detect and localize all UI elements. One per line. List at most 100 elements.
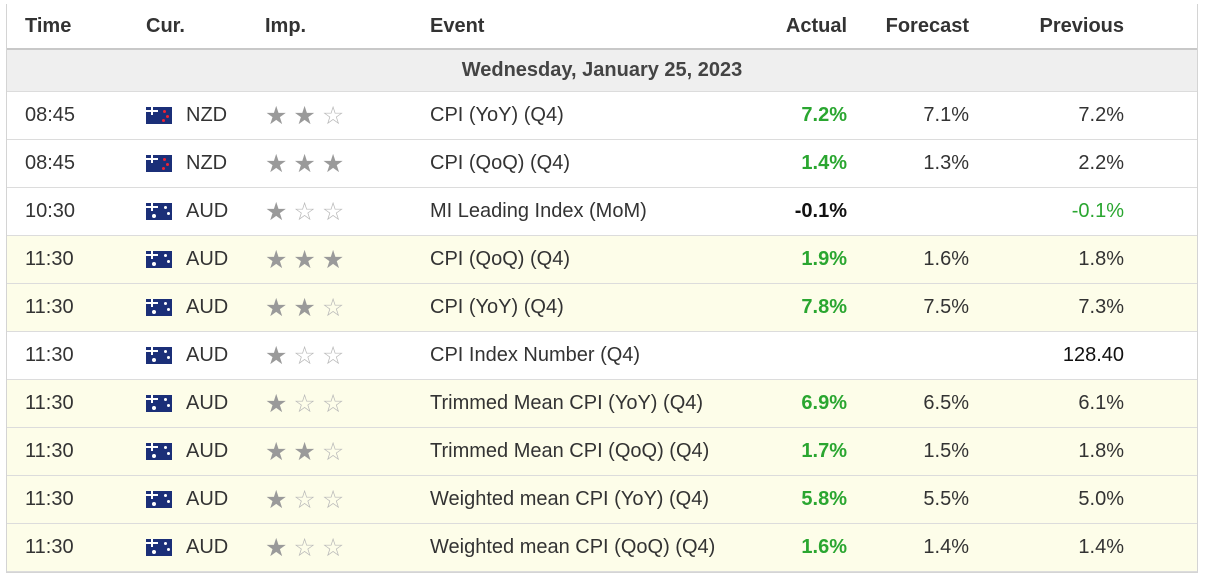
table-row[interactable]: 11:30 AUD ★ ☆ ☆ CPI Index Number (Q4) 128.40 <box>7 332 1197 380</box>
star-empty-icon: ☆ <box>321 437 345 466</box>
forecast-value: 1.3% <box>923 152 969 174</box>
previous-value: 1.4% <box>1078 536 1124 558</box>
australia-flag-icon <box>146 539 172 556</box>
star-empty-icon: ☆ <box>321 389 345 418</box>
table-row[interactable]: 11:30 AUD ★ ★ ☆ Trimmed Mean CPI (QoQ) (Q4) 1.… <box>7 428 1197 476</box>
previous-value: 6.1% <box>1078 392 1124 414</box>
header-event[interactable]: Event <box>430 14 485 37</box>
event-time: 10:30 <box>25 200 76 222</box>
star-empty-icon: ☆ <box>293 341 316 370</box>
australia-flag-icon <box>146 299 172 316</box>
header-currency[interactable]: Cur. <box>146 14 185 37</box>
table-header: Time Cur. Imp. Event Actual Forecast Pre… <box>7 4 1197 50</box>
previous-value: 7.2% <box>1078 104 1124 126</box>
star-empty-icon: ☆ <box>293 485 316 514</box>
importance-rating: ★ ★ ★ <box>265 247 350 272</box>
event-time: 11:30 <box>25 440 74 462</box>
new-zealand-flag-icon <box>146 107 172 124</box>
header-time[interactable]: Time <box>25 14 72 37</box>
previous-value: -0.1% <box>1071 200 1124 222</box>
currency-code: NZD <box>186 104 228 126</box>
event-name[interactable]: Trimmed Mean CPI (QoQ) (Q4) <box>430 440 710 462</box>
australia-flag-icon <box>146 347 172 364</box>
forecast-value: 7.1% <box>923 104 969 126</box>
event-name[interactable]: Weighted mean CPI (YoY) (Q4) <box>430 488 710 510</box>
new-zealand-flag-icon <box>146 155 172 172</box>
importance-rating: ★ ☆ ☆ <box>265 535 350 560</box>
header-previous[interactable]: Previous <box>1039 14 1124 37</box>
event-name[interactable]: CPI (YoY) (Q4) <box>430 296 564 318</box>
previous-value: 5.0% <box>1078 488 1124 510</box>
australia-flag-icon <box>146 251 172 268</box>
previous-value: 1.8% <box>1078 248 1124 270</box>
star-empty-icon: ☆ <box>321 341 345 370</box>
table-row[interactable]: 08:45 NZD ★ ★ ★ CPI (QoQ) (Q4) 1.4% 1.3% 2.2% <box>7 140 1197 188</box>
event-name[interactable]: Weighted mean CPI (QoQ) (Q4) <box>430 536 716 558</box>
currency-code: AUD <box>186 536 229 558</box>
actual-value: 5.8% <box>801 488 847 510</box>
event-name[interactable]: CPI Index Number (Q4) <box>430 344 641 366</box>
event-rows: 08:45 NZD ★ ★ ☆ CPI (YoY) (Q4) 7.2% 7.1% 7.2% 08:… <box>7 92 1197 572</box>
previous-value: 128.40 <box>1062 344 1124 366</box>
star-filled-icon: ★ <box>293 149 316 178</box>
currency-code: AUD <box>186 488 229 510</box>
event-time: 11:30 <box>25 392 74 414</box>
currency-code: NZD <box>186 152 228 174</box>
event-time: 11:30 <box>25 536 74 558</box>
table-row[interactable]: 11:30 AUD ★ ★ ☆ CPI (YoY) (Q4) 7.8% 7.5% 7.3% <box>7 284 1197 332</box>
star-filled-icon: ★ <box>265 149 288 178</box>
importance-rating: ★ ☆ ☆ <box>265 487 350 512</box>
star-filled-icon: ★ <box>265 197 288 226</box>
actual-value: 1.9% <box>801 248 847 270</box>
star-filled-icon: ★ <box>321 149 345 178</box>
table-row[interactable]: 11:30 AUD ★ ☆ ☆ Weighted mean CPI (YoY) (Q4) 5… <box>7 476 1197 524</box>
forecast-value: 1.6% <box>923 248 969 270</box>
header-actual[interactable]: Actual <box>785 14 847 37</box>
currency-cell: NZD <box>146 152 227 175</box>
currency-code: AUD <box>186 392 229 414</box>
australia-flag-icon <box>146 443 172 460</box>
currency-code: AUD <box>186 344 229 366</box>
event-name[interactable]: Trimmed Mean CPI (YoY) (Q4) <box>430 392 704 414</box>
star-filled-icon: ★ <box>265 485 288 514</box>
header-importance[interactable]: Imp. <box>265 14 307 37</box>
actual-value: -0.1% <box>794 200 847 222</box>
actual-value: 6.9% <box>801 392 847 414</box>
previous-value: 2.2% <box>1078 152 1124 174</box>
star-filled-icon: ★ <box>293 101 316 130</box>
star-filled-icon: ★ <box>265 341 288 370</box>
currency-code: AUD <box>186 296 229 318</box>
star-filled-icon: ★ <box>265 437 288 466</box>
table-row[interactable]: 08:45 NZD ★ ★ ☆ CPI (YoY) (Q4) 7.2% 7.1% 7.2% <box>7 92 1197 140</box>
actual-value: 7.2% <box>801 104 847 126</box>
actual-value: 7.8% <box>801 296 847 318</box>
table-row[interactable]: 11:30 AUD ★ ☆ ☆ Weighted mean CPI (QoQ) (Q4) 1… <box>7 524 1197 572</box>
table-row[interactable]: 11:30 AUD ★ ★ ★ CPI (QoQ) (Q4) 1.9% 1.6% 1.8% <box>7 236 1197 284</box>
event-time: 11:30 <box>25 296 74 318</box>
actual-value: 1.7% <box>801 440 847 462</box>
actual-value: 1.4% <box>801 152 847 174</box>
event-name[interactable]: CPI (YoY) (Q4) <box>430 104 564 126</box>
currency-cell: AUD <box>146 296 228 319</box>
previous-value: 7.3% <box>1078 296 1124 318</box>
star-empty-icon: ☆ <box>321 197 345 226</box>
importance-rating: ★ ★ ☆ <box>265 439 350 464</box>
star-empty-icon: ☆ <box>321 101 345 130</box>
currency-cell: AUD <box>146 200 228 223</box>
event-name[interactable]: MI Leading Index (MoM) <box>430 200 647 222</box>
event-name[interactable]: CPI (QoQ) (Q4) <box>430 152 571 174</box>
table-row[interactable]: 10:30 AUD ★ ☆ ☆ MI Leading Index (MoM) -0.1% -0… <box>7 188 1197 236</box>
importance-rating: ★ ★ ☆ <box>265 295 350 320</box>
currency-cell: AUD <box>146 488 228 511</box>
australia-flag-icon <box>146 491 172 508</box>
day-label: Wednesday, January 25, 2023 <box>461 59 743 81</box>
event-name[interactable]: CPI (QoQ) (Q4) <box>430 248 571 270</box>
currency-cell: AUD <box>146 536 228 559</box>
event-time: 11:30 <box>25 344 74 366</box>
currency-cell: NZD <box>146 104 227 127</box>
event-time: 11:30 <box>25 248 74 270</box>
star-filled-icon: ★ <box>265 101 288 130</box>
table-row[interactable]: 11:30 AUD ★ ☆ ☆ Trimmed Mean CPI (YoY) (Q4) 6.… <box>7 380 1197 428</box>
header-forecast[interactable]: Forecast <box>885 14 969 37</box>
star-filled-icon: ★ <box>265 533 288 562</box>
